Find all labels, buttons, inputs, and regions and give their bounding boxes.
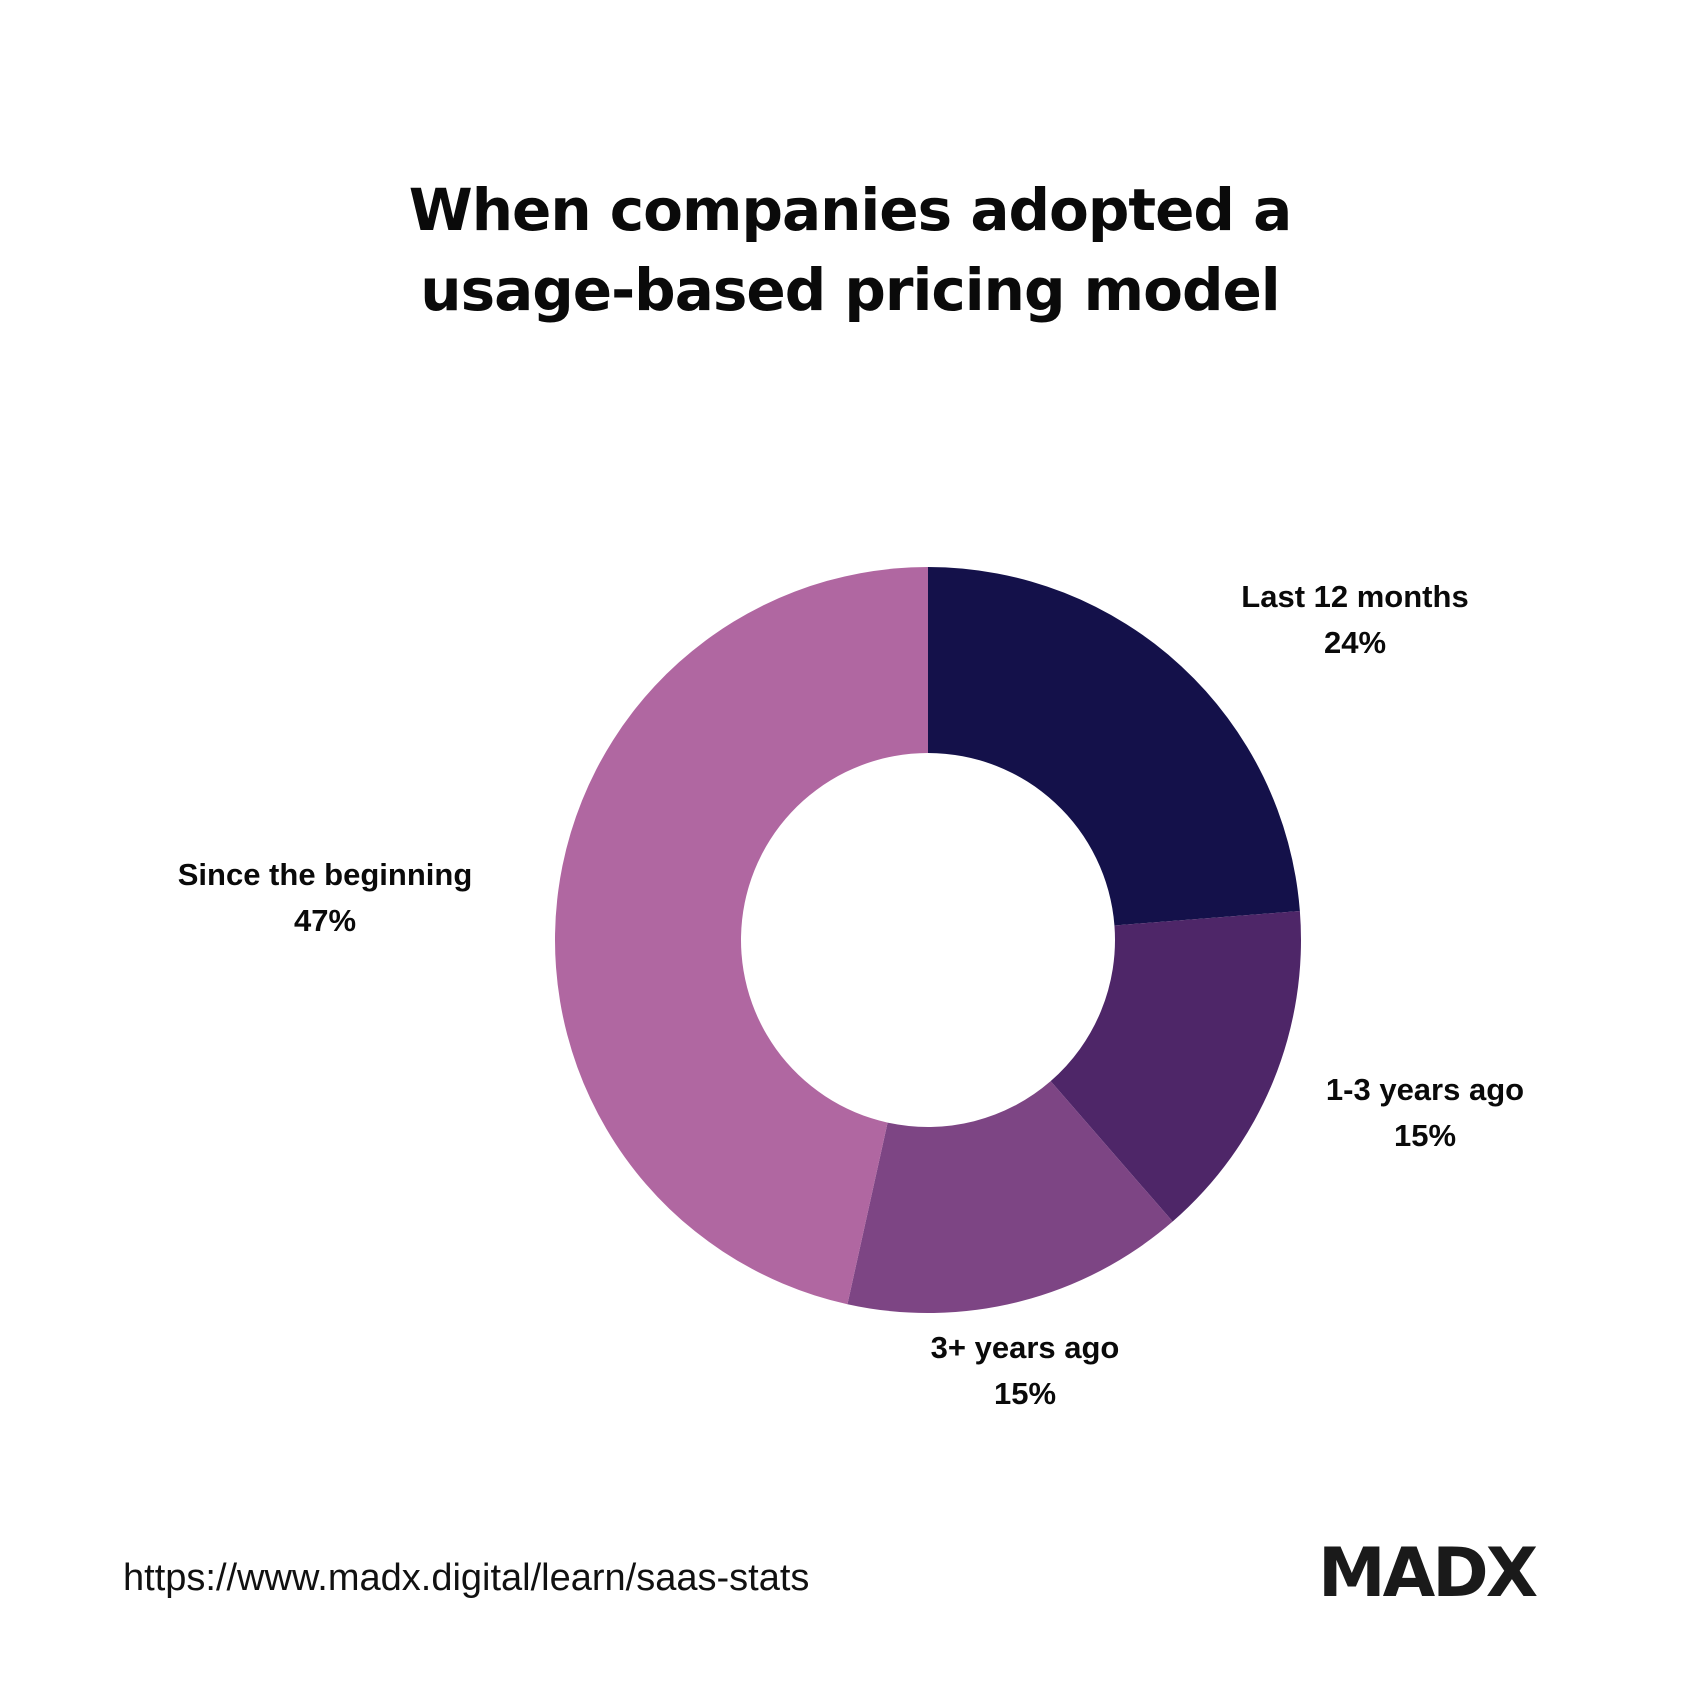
slice-value-label: 15% <box>1393 1118 1457 1153</box>
slice-label-since-the-beginning: Since the beginning 47% <box>130 852 520 944</box>
slice-value-label: 47% <box>293 903 357 938</box>
slice-last-12-months <box>928 567 1300 926</box>
slice-category-label: 3+ years ago <box>930 1330 1120 1365</box>
slice-3-plus-years-ago <box>847 1081 1173 1313</box>
slice-category-label: Last 12 months <box>1241 579 1469 614</box>
slice-label-1-3-years-ago: 1-3 years ago 15% <box>1305 1067 1545 1159</box>
madx-logo: MADX <box>1318 1534 1538 1613</box>
slice-1-3-years-ago <box>1050 911 1301 1222</box>
slice-label-last-12-months: Last 12 months 24% <box>1210 574 1500 666</box>
source-url-link[interactable]: https://www.madx.digital/learn/saas-stat… <box>123 1557 810 1599</box>
slice-label-3-plus-years-ago: 3+ years ago 15% <box>905 1325 1145 1417</box>
slice-value-label: 24% <box>1323 625 1387 660</box>
chart-title: When companies adopted a usage-based pri… <box>0 170 1700 330</box>
slice-since-the-beginning <box>554 567 928 1305</box>
chart-title-line-1: When companies adopted a <box>408 176 1293 244</box>
slice-category-label: 1-3 years ago <box>1325 1072 1525 1107</box>
slice-value-label: 15% <box>993 1376 1057 1411</box>
slice-category-label: Since the beginning <box>177 857 473 892</box>
chart-title-line-2: usage-based pricing model <box>420 256 1280 324</box>
